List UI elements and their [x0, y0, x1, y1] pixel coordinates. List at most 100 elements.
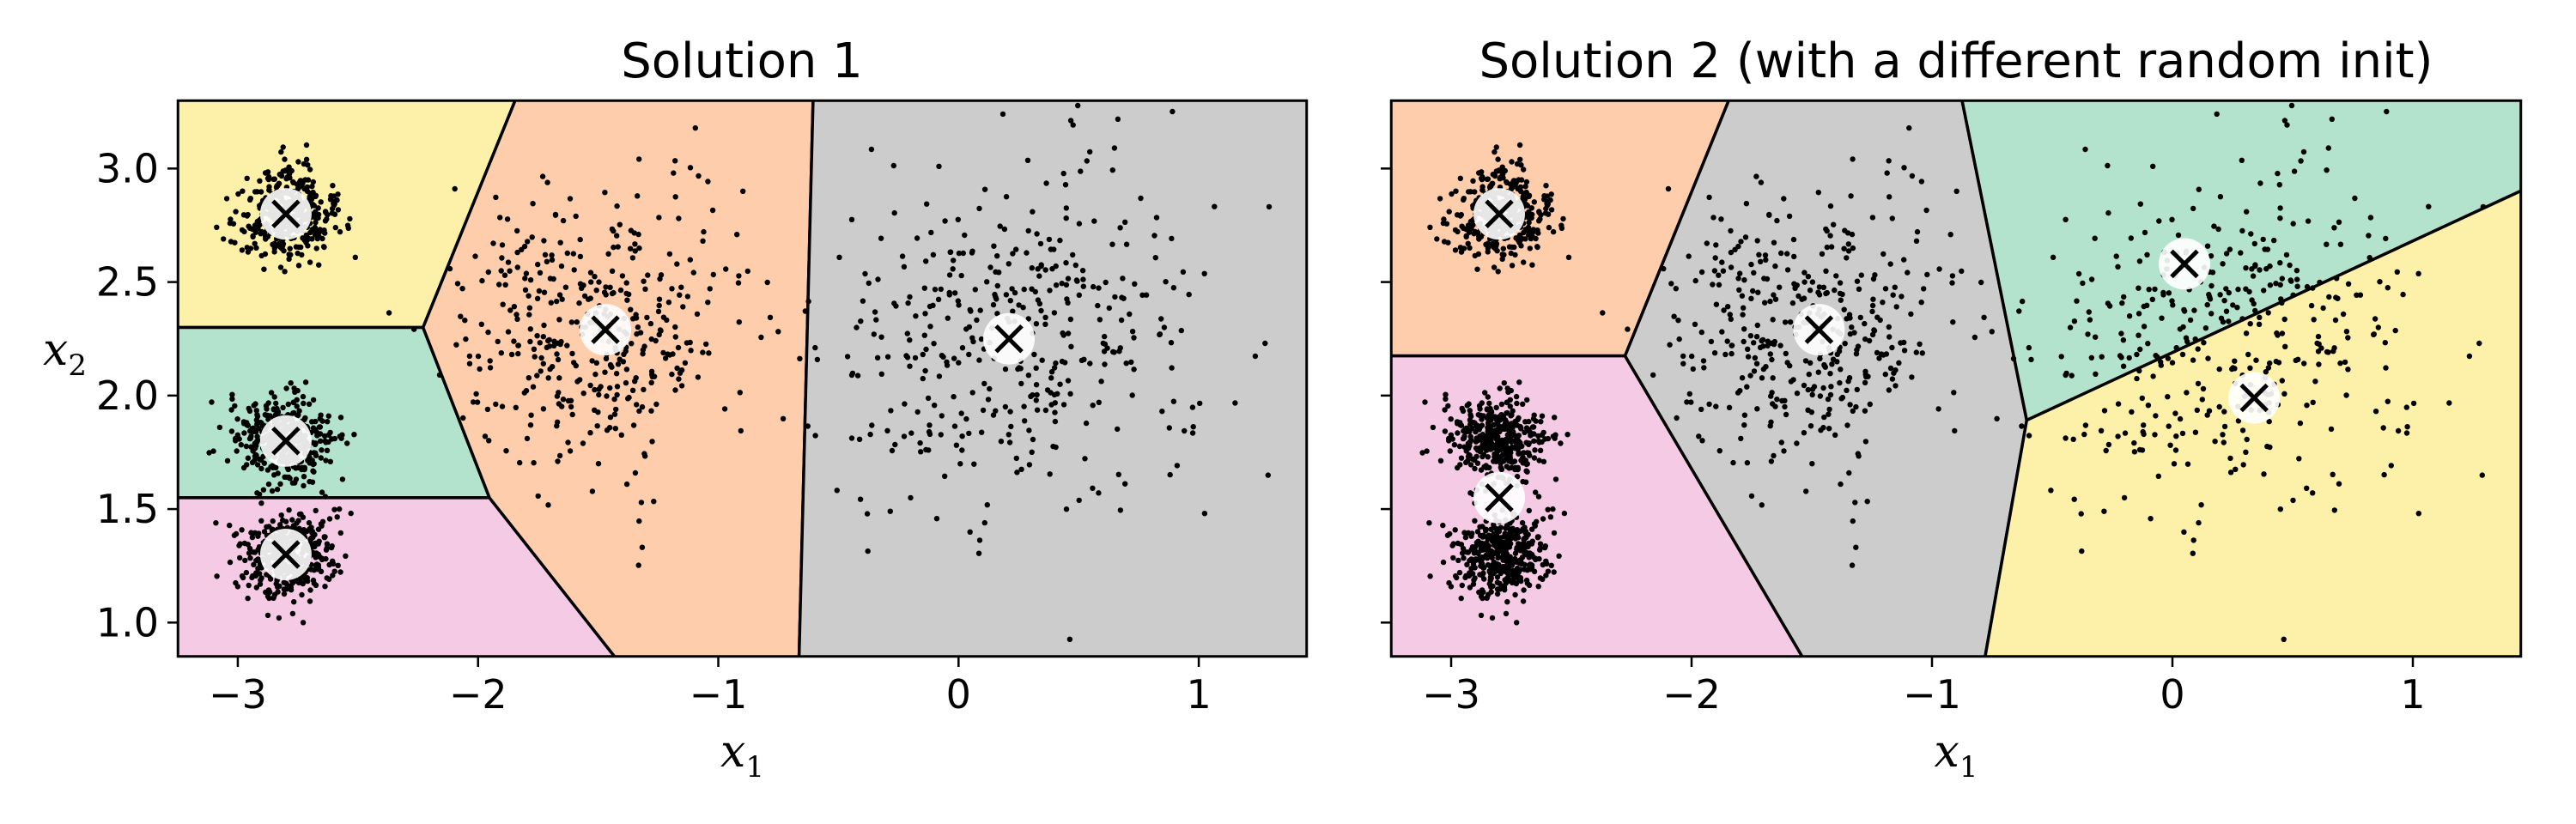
data-point [1132, 281, 1138, 287]
data-point [587, 270, 594, 276]
data-point [2166, 423, 2172, 429]
data-point [653, 401, 659, 408]
data-point [1252, 353, 1259, 360]
data-point [596, 391, 602, 398]
data-point [1807, 360, 1814, 366]
data-point [1485, 240, 1492, 246]
data-point [1022, 418, 1028, 424]
data-point [951, 423, 958, 429]
data-point [1832, 287, 1838, 294]
data-point [1002, 366, 1009, 373]
data-point [1521, 259, 1527, 265]
data-point [307, 192, 313, 198]
data-point [775, 329, 781, 335]
data-point [602, 369, 608, 375]
data-point [1497, 428, 1503, 434]
data-point [1018, 466, 1024, 472]
data-point [498, 350, 504, 356]
data-point [1462, 534, 1469, 541]
data-point [1724, 338, 1730, 344]
data-point [1063, 205, 1070, 211]
data-point [1005, 261, 1012, 267]
data-point [802, 308, 808, 314]
centroid-marker-3 [259, 528, 312, 580]
data-point [1853, 351, 1860, 357]
data-point [1699, 438, 1705, 444]
data-point [2291, 168, 2298, 174]
data-point [227, 559, 234, 566]
data-point [2221, 298, 2227, 304]
data-point [321, 244, 327, 251]
data-point [1048, 402, 1054, 408]
data-point [2283, 251, 2290, 258]
data-point [1065, 276, 1072, 282]
data-point [2293, 268, 2300, 274]
data-point [629, 255, 636, 261]
data-point [944, 359, 950, 365]
data-point [2304, 283, 2311, 290]
data-point [690, 270, 696, 276]
data-point [1862, 379, 1868, 385]
data-point [930, 251, 937, 258]
data-point [951, 394, 957, 400]
data-point [540, 360, 546, 367]
data-point [1506, 557, 1512, 563]
data-point [2252, 263, 2258, 270]
data-point [1512, 579, 1518, 586]
data-point [1765, 342, 1771, 348]
data-point [1180, 269, 1187, 275]
data-point [246, 545, 253, 552]
data-point [2277, 506, 2283, 512]
data-point [1467, 189, 1473, 195]
data-point [994, 311, 1000, 317]
data-point [1474, 460, 1481, 466]
data-point [2099, 354, 2105, 360]
data-point [1445, 403, 1451, 409]
data-point [2394, 269, 2400, 275]
data-point [1518, 177, 1525, 183]
data-point [932, 403, 938, 409]
data-point [339, 476, 346, 482]
data-point [571, 360, 577, 366]
x-axis-label: x1 [1935, 726, 1978, 785]
data-point [1452, 527, 1458, 533]
data-point [703, 341, 709, 348]
data-point [923, 258, 929, 264]
data-point [604, 427, 611, 433]
data-point [1521, 542, 1527, 548]
data-point [1455, 430, 1461, 436]
data-point [1533, 555, 1539, 561]
data-point [252, 549, 258, 555]
data-point [580, 440, 586, 446]
data-point [313, 554, 319, 560]
data-point [974, 317, 980, 324]
data-point [526, 305, 533, 311]
data-point [1750, 288, 1756, 294]
data-point [499, 242, 506, 248]
data-point [1756, 251, 1762, 258]
data-point [1075, 102, 1081, 109]
data-point [924, 201, 930, 207]
data-point [335, 191, 341, 197]
data-point [278, 245, 285, 251]
data-point [2088, 276, 2095, 282]
data-point [1131, 335, 1137, 341]
data-point [2243, 330, 2250, 336]
data-point [233, 209, 239, 215]
data-point [595, 409, 601, 415]
data-point [1100, 340, 1107, 347]
data-point [1909, 374, 1915, 380]
data-point [976, 205, 982, 212]
data-point [653, 337, 659, 344]
data-point [1021, 403, 1027, 409]
data-point [2382, 340, 2388, 346]
data-point [515, 350, 521, 357]
data-point [2279, 330, 2286, 336]
data-point [908, 494, 914, 501]
data-point [288, 587, 295, 593]
data-point [1012, 289, 1018, 296]
data-point [2150, 373, 2156, 379]
data-point [1446, 209, 1452, 215]
data-point [1896, 360, 1902, 366]
data-point [2315, 333, 2322, 340]
